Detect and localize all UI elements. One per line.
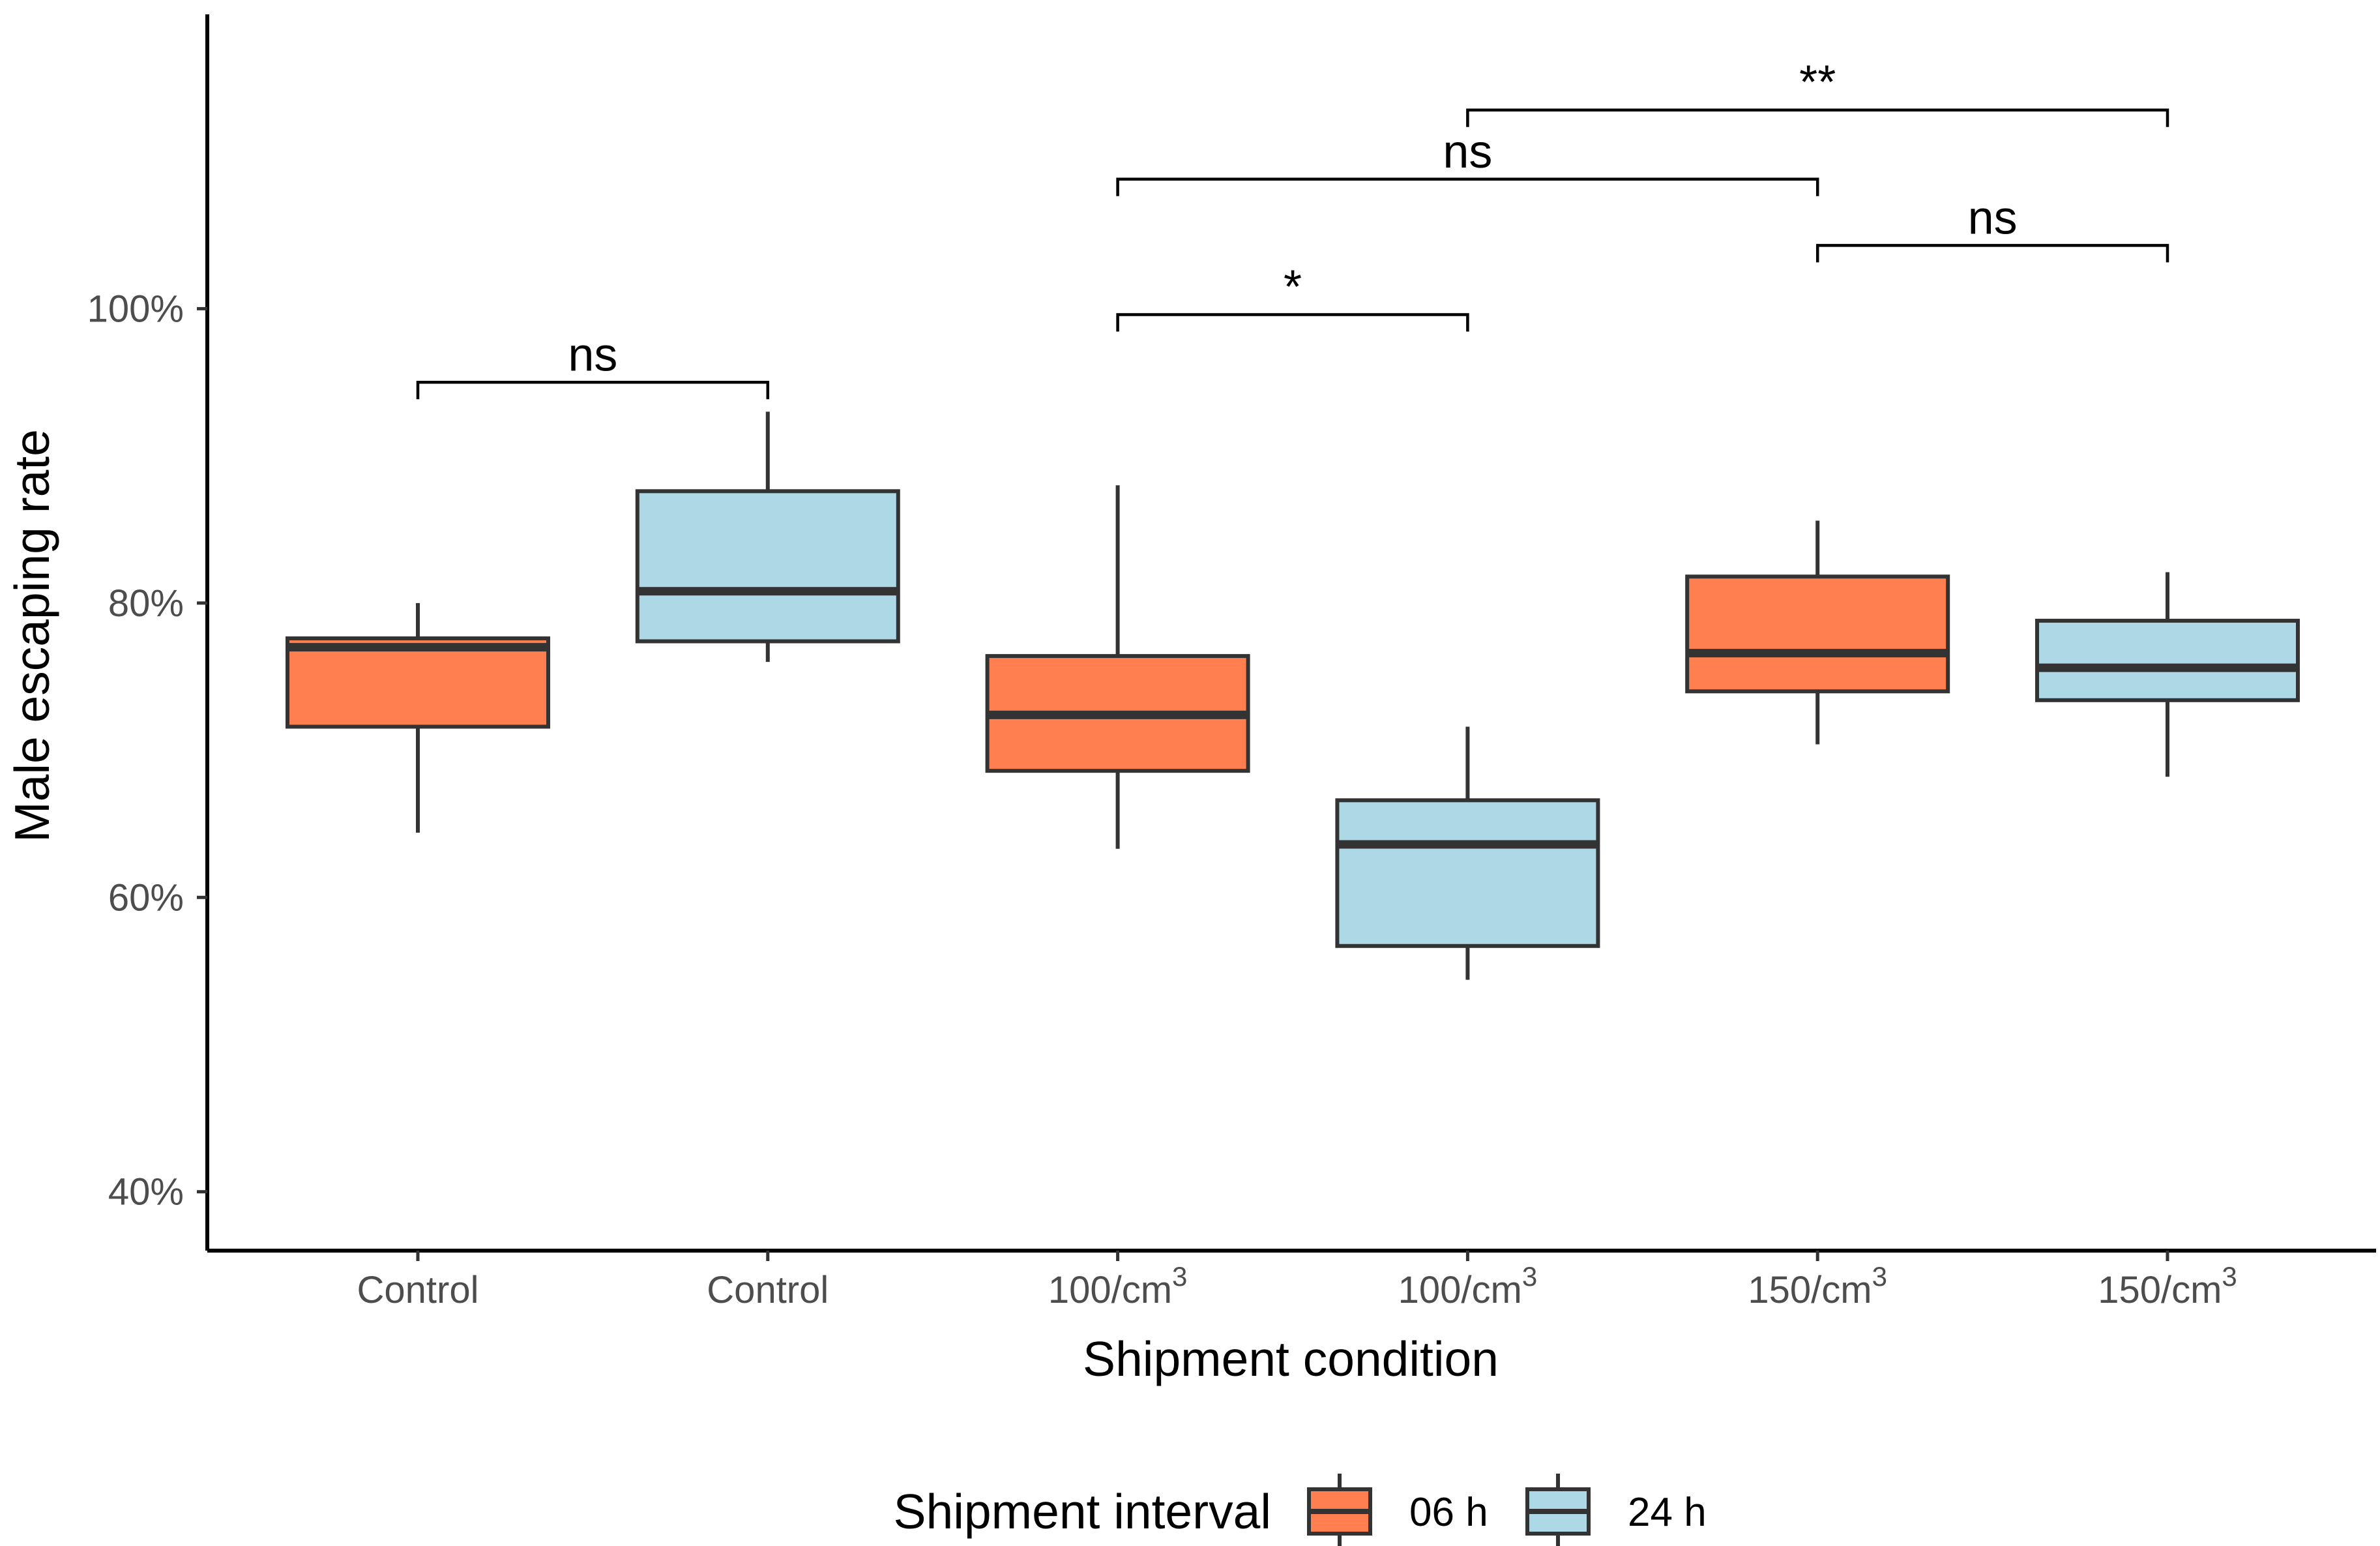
comparison-label: ns bbox=[1968, 192, 2018, 244]
x-tick-label: 100/cm3 bbox=[1398, 1261, 1538, 1311]
comparison-label: * bbox=[1284, 261, 1302, 313]
x-tick-label: Control bbox=[707, 1269, 829, 1311]
legend-item-1: 06 h bbox=[1307, 1474, 1488, 1546]
x-tick-label: 150/cm3 bbox=[2098, 1261, 2237, 1311]
y-axis-title: Male escaping rate bbox=[5, 429, 59, 842]
box-5 bbox=[1685, 520, 1950, 745]
comparison-5: ** bbox=[1466, 57, 2169, 127]
comparison-bracket bbox=[416, 381, 770, 400]
box-iqr bbox=[2035, 618, 2300, 702]
comparison-bracket bbox=[1116, 313, 1469, 332]
box-1 bbox=[286, 602, 550, 833]
box-iqr bbox=[1335, 798, 1600, 948]
axes: 40% 60% 80% 100% Control Control 100/cm3 100/cm… bbox=[87, 14, 2376, 1311]
comparison-bracket bbox=[1466, 108, 2169, 127]
legend-label: 06 h bbox=[1409, 1490, 1488, 1535]
x-tick-label: 100/cm3 bbox=[1048, 1261, 1188, 1311]
y-tick-label: 40% bbox=[108, 1171, 184, 1213]
comparison-bracket bbox=[1116, 177, 1819, 196]
legend: Shipment interval 06 h 24 h bbox=[894, 1474, 1707, 1546]
y-tick-label: 100% bbox=[87, 288, 184, 330]
x-axis-title: Shipment condition bbox=[1083, 1331, 1499, 1386]
box-iqr bbox=[286, 636, 550, 729]
x-tick-label: Control bbox=[357, 1269, 479, 1311]
box-iqr bbox=[635, 489, 900, 644]
comparison-label: ns bbox=[568, 329, 617, 381]
y-tick-label: 80% bbox=[108, 582, 184, 625]
box-4 bbox=[1335, 726, 1600, 980]
comparison-3: ns bbox=[1815, 192, 2169, 263]
comparison-2: * bbox=[1116, 261, 1469, 332]
legend-title: Shipment interval bbox=[894, 1484, 1271, 1539]
comparison-1: ns bbox=[416, 329, 770, 400]
comparison-label: ns bbox=[1443, 126, 1492, 178]
y-tick-label: 60% bbox=[108, 876, 184, 919]
comparison-bracket bbox=[1815, 244, 2169, 263]
box-2 bbox=[635, 411, 900, 662]
boxes bbox=[286, 411, 2300, 980]
box-6 bbox=[2035, 572, 2300, 777]
legend-label: 24 h bbox=[1628, 1490, 1707, 1535]
comparisons: ns * ns ns ** bbox=[416, 57, 2169, 400]
comparison-label: ** bbox=[1799, 57, 1836, 109]
comparison-4: ns bbox=[1116, 126, 1819, 196]
box-3 bbox=[985, 485, 1250, 849]
box-iqr bbox=[1685, 574, 1950, 694]
legend-item-2: 24 h bbox=[1525, 1474, 1707, 1546]
x-tick-label: 150/cm3 bbox=[1748, 1261, 1887, 1311]
